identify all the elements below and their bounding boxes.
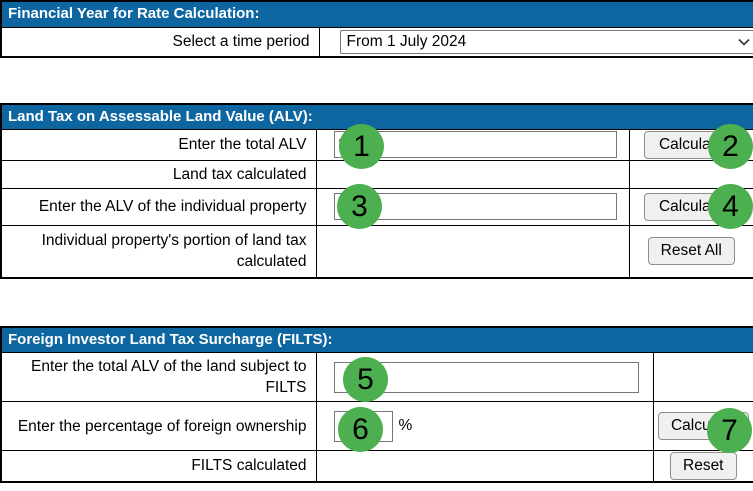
- annotation-mark-6: 6: [338, 407, 383, 452]
- filts-table: Foreign Investor Land Tax Surcharge (FIL…: [0, 326, 753, 483]
- annotation-mark-1: 1: [339, 124, 384, 169]
- annotation-mark-2: 2: [708, 124, 753, 169]
- reset-all-button[interactable]: Reset All: [647, 237, 735, 266]
- filts-calculated-value: [315, 450, 654, 482]
- filts-total-alv-label: Enter the total ALV of the land subject …: [0, 352, 317, 402]
- foreign-percentage-label: Enter the percentage of foreign ownershi…: [0, 401, 317, 451]
- time-period-cell: From 1 July 2024: [318, 26, 753, 57]
- reset-filts-button[interactable]: Reset: [670, 451, 737, 480]
- reset-all-cell: Reset All: [628, 224, 753, 279]
- annotation-mark-4: 4: [708, 184, 753, 229]
- time-period-label: Select a time period: [0, 26, 320, 57]
- time-period-select[interactable]: From 1 July 2024: [339, 29, 753, 54]
- individual-alv-label: Enter the ALV of the individual property: [0, 187, 317, 226]
- filts-calculated-label: FILTS calculated: [0, 450, 317, 482]
- land-tax-header: Land Tax on Assessable Land Value (ALV):: [0, 103, 753, 130]
- financial-year-table: Financial Year for Rate Calculation: Sel…: [0, 0, 753, 58]
- individual-alv-input[interactable]: [333, 193, 617, 220]
- empty-cell: [652, 352, 753, 402]
- land-tax-calculated-label: Land tax calculated: [0, 159, 317, 189]
- annotation-mark-3: 3: [337, 184, 382, 229]
- portion-label: Individual property's portion of land ta…: [0, 224, 317, 279]
- percent-sign: %: [398, 417, 413, 434]
- financial-year-header: Financial Year for Rate Calculation:: [0, 0, 753, 28]
- filts-header: Foreign Investor Land Tax Surcharge (FIL…: [0, 326, 753, 353]
- reset-filts-cell: Reset: [652, 450, 753, 482]
- portion-value: [315, 224, 630, 279]
- total-alv-label: Enter the total ALV: [0, 128, 317, 161]
- annotation-mark-5: 5: [343, 357, 388, 402]
- annotation-mark-7: 7: [707, 408, 752, 453]
